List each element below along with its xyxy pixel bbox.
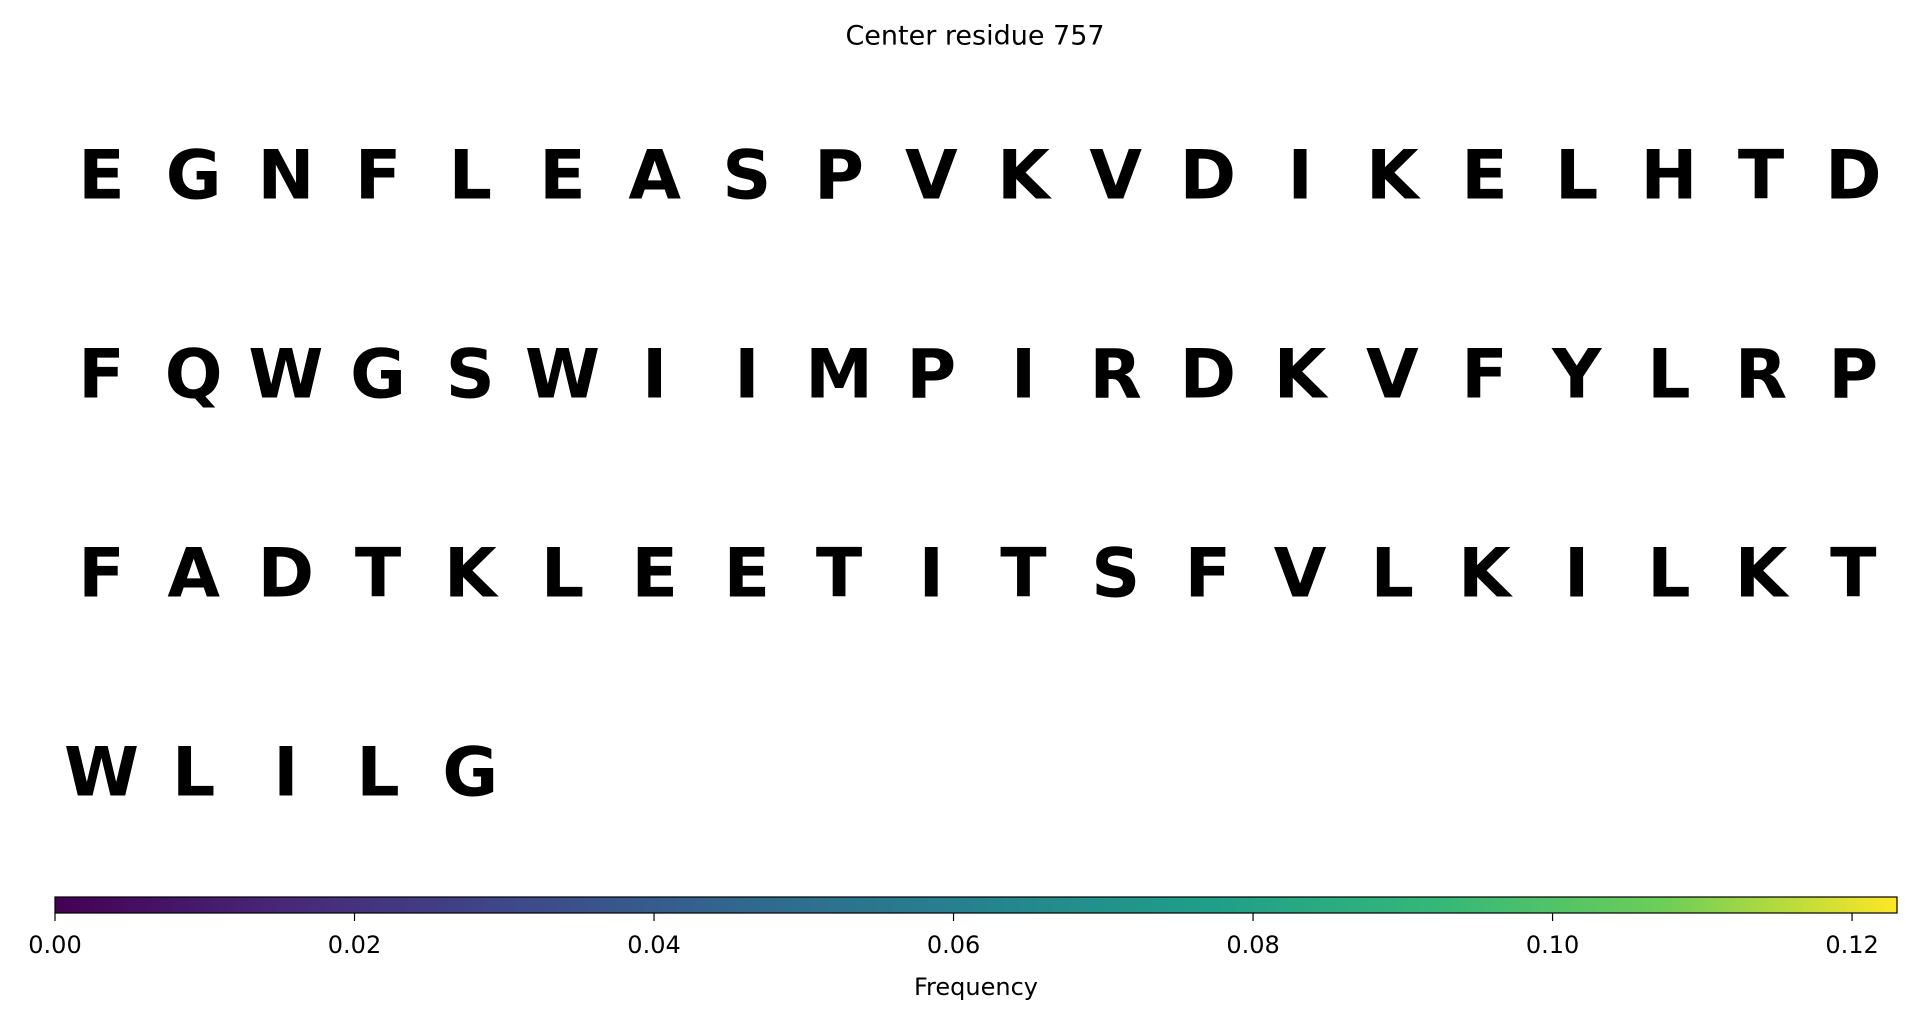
residue: G	[166, 137, 222, 216]
colorbar-tick-label: 0.00	[28, 931, 81, 959]
residue: G	[442, 734, 498, 813]
residue: M	[805, 336, 873, 415]
residue: D	[258, 535, 314, 614]
residue: L	[356, 734, 399, 813]
residue: W	[525, 336, 600, 415]
residue: F	[1185, 535, 1231, 614]
colorbar-tick-label: 0.04	[627, 931, 680, 959]
residue: I	[273, 734, 298, 813]
residue: L	[1647, 535, 1690, 614]
residue: I	[734, 336, 759, 415]
residue: I	[1564, 535, 1589, 614]
residue: L	[541, 535, 584, 614]
residue: F	[78, 535, 124, 614]
residue: A	[628, 137, 681, 216]
residue: I	[1011, 336, 1036, 415]
residue: S	[722, 137, 771, 216]
residue: D	[1180, 137, 1236, 216]
residue: E	[1461, 137, 1507, 216]
residue: R	[1090, 336, 1142, 415]
residue: K	[444, 535, 499, 614]
residue: G	[350, 336, 406, 415]
residue: Y	[1551, 336, 1602, 415]
residue: V	[905, 137, 958, 216]
residue: P	[1828, 336, 1878, 415]
residue: F	[355, 137, 401, 216]
residue: I	[642, 336, 667, 415]
residue: R	[1735, 336, 1787, 415]
residue: Q	[165, 336, 223, 415]
residue: P	[906, 336, 956, 415]
residue: E	[539, 137, 585, 216]
colorbar-tick-label: 0.06	[927, 931, 980, 959]
colorbar	[54, 896, 1898, 914]
residue: K	[1274, 336, 1329, 415]
residue: P	[814, 137, 864, 216]
residue: F	[78, 336, 124, 415]
residue: V	[1089, 137, 1142, 216]
chart-title: Center residue 757	[845, 21, 1104, 52]
residue: V	[1274, 535, 1327, 614]
residue: L	[1555, 137, 1598, 216]
residue: T	[1738, 137, 1785, 216]
residue: L	[449, 137, 492, 216]
residue: L	[1647, 336, 1690, 415]
residue: S	[1091, 535, 1140, 614]
residue: K	[1458, 535, 1513, 614]
residue: E	[724, 535, 770, 614]
residue: D	[1180, 336, 1236, 415]
colorbar-tick-label: 0.10	[1526, 931, 1579, 959]
colorbar-tick-label: 0.12	[1825, 931, 1878, 959]
residue: E	[78, 137, 124, 216]
colorbar-tick-label: 0.02	[328, 931, 381, 959]
residue: W	[248, 336, 323, 415]
residue: L	[1371, 535, 1414, 614]
colorbar-label: Frequency	[914, 973, 1038, 1001]
residue: T	[1830, 535, 1877, 614]
residue: N	[257, 137, 314, 216]
residue: I	[1287, 137, 1312, 216]
residue: L	[172, 734, 215, 813]
residue: S	[446, 336, 495, 415]
residue: F	[1461, 336, 1507, 415]
residue: W	[64, 734, 139, 813]
residue: K	[1735, 535, 1790, 614]
residue: H	[1640, 137, 1697, 216]
colorbar-tick-label: 0.08	[1226, 931, 1279, 959]
residue: D	[1825, 137, 1881, 216]
residue: A	[167, 535, 220, 614]
residue: K	[1366, 137, 1421, 216]
residue: T	[816, 535, 863, 614]
residue: T	[355, 535, 402, 614]
residue: T	[1000, 535, 1047, 614]
residue: V	[1366, 336, 1419, 415]
residue: E	[631, 535, 677, 614]
residue: I	[919, 535, 944, 614]
residue: K	[997, 137, 1052, 216]
